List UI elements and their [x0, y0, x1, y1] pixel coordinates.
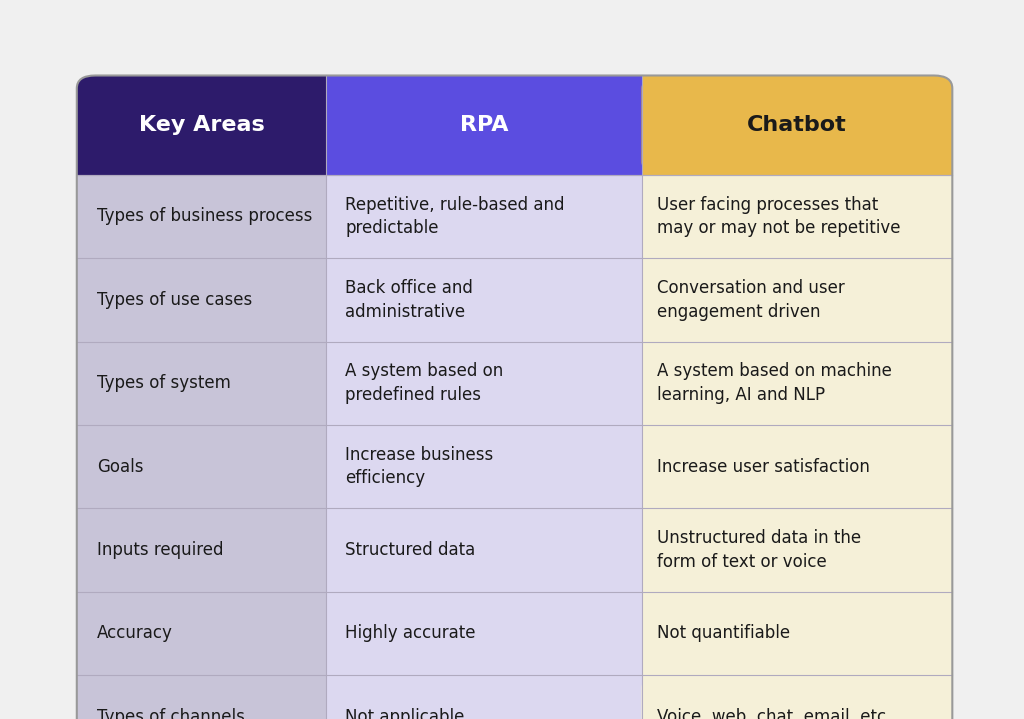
Bar	[641, 342, 952, 425]
Text: Types of use cases: Types of use cases	[96, 290, 252, 309]
Text: Repetitive, rule-based and
predictable: Repetitive, rule-based and predictable	[345, 196, 564, 237]
Bar	[641, 258, 952, 342]
Bar	[77, 592, 327, 675]
Text: Chatbot: Chatbot	[748, 115, 847, 135]
Bar	[327, 592, 641, 675]
Bar	[327, 425, 641, 508]
Bar	[77, 175, 327, 258]
Bar	[641, 675, 952, 717]
Text: Accuracy: Accuracy	[96, 624, 173, 643]
FancyBboxPatch shape	[641, 75, 952, 175]
Text: Highly accurate: Highly accurate	[345, 624, 476, 643]
Text: Types of system: Types of system	[96, 374, 230, 393]
Bar	[641, 425, 952, 508]
Bar	[226, 675, 327, 719]
Text: Back office and
administrative: Back office and administrative	[345, 279, 473, 321]
Bar	[327, 175, 641, 258]
Bar	[641, 175, 952, 258]
Text: Increase user satisfaction: Increase user satisfaction	[657, 457, 870, 476]
Bar	[641, 125, 952, 175]
Bar	[327, 508, 641, 592]
Bar	[641, 75, 766, 175]
Bar	[327, 75, 641, 175]
FancyBboxPatch shape	[77, 675, 327, 719]
Bar	[641, 508, 952, 592]
Bar	[77, 508, 327, 592]
Text: Inputs required: Inputs required	[96, 541, 223, 559]
Text: Increase business
efficiency: Increase business efficiency	[345, 446, 494, 487]
Text: Structured data: Structured data	[345, 541, 475, 559]
Text: RPA: RPA	[460, 115, 508, 135]
Bar	[77, 425, 327, 508]
Bar	[327, 258, 641, 342]
Text: Not applicable: Not applicable	[345, 707, 465, 719]
Text: Types of business process: Types of business process	[96, 207, 312, 226]
Bar	[77, 675, 327, 717]
Bar	[641, 592, 952, 675]
FancyBboxPatch shape	[77, 75, 952, 719]
Bar	[327, 675, 641, 719]
Text: User facing processes that
may or may not be repetitive: User facing processes that may or may no…	[657, 196, 900, 237]
Bar	[641, 675, 766, 719]
Text: Not quantifiable: Not quantifiable	[657, 624, 791, 643]
Bar	[226, 75, 327, 175]
FancyBboxPatch shape	[641, 675, 952, 719]
Bar	[327, 342, 641, 425]
Bar	[77, 125, 327, 175]
FancyBboxPatch shape	[77, 75, 327, 175]
Text: Key Areas: Key Areas	[138, 115, 264, 135]
Text: Goals: Goals	[96, 457, 143, 476]
Text: A system based on machine
learning, AI and NLP: A system based on machine learning, AI a…	[657, 362, 892, 404]
Text: Types of channels: Types of channels	[96, 707, 245, 719]
Bar	[77, 342, 327, 425]
Bar	[77, 258, 327, 342]
Text: Unstructured data in the
form of text or voice: Unstructured data in the form of text or…	[657, 529, 861, 571]
Text: Conversation and user
engagement driven: Conversation and user engagement driven	[657, 279, 845, 321]
Text: A system based on
predefined rules: A system based on predefined rules	[345, 362, 504, 404]
Text: Voice, web, chat, email, etc.: Voice, web, chat, email, etc.	[657, 707, 892, 719]
